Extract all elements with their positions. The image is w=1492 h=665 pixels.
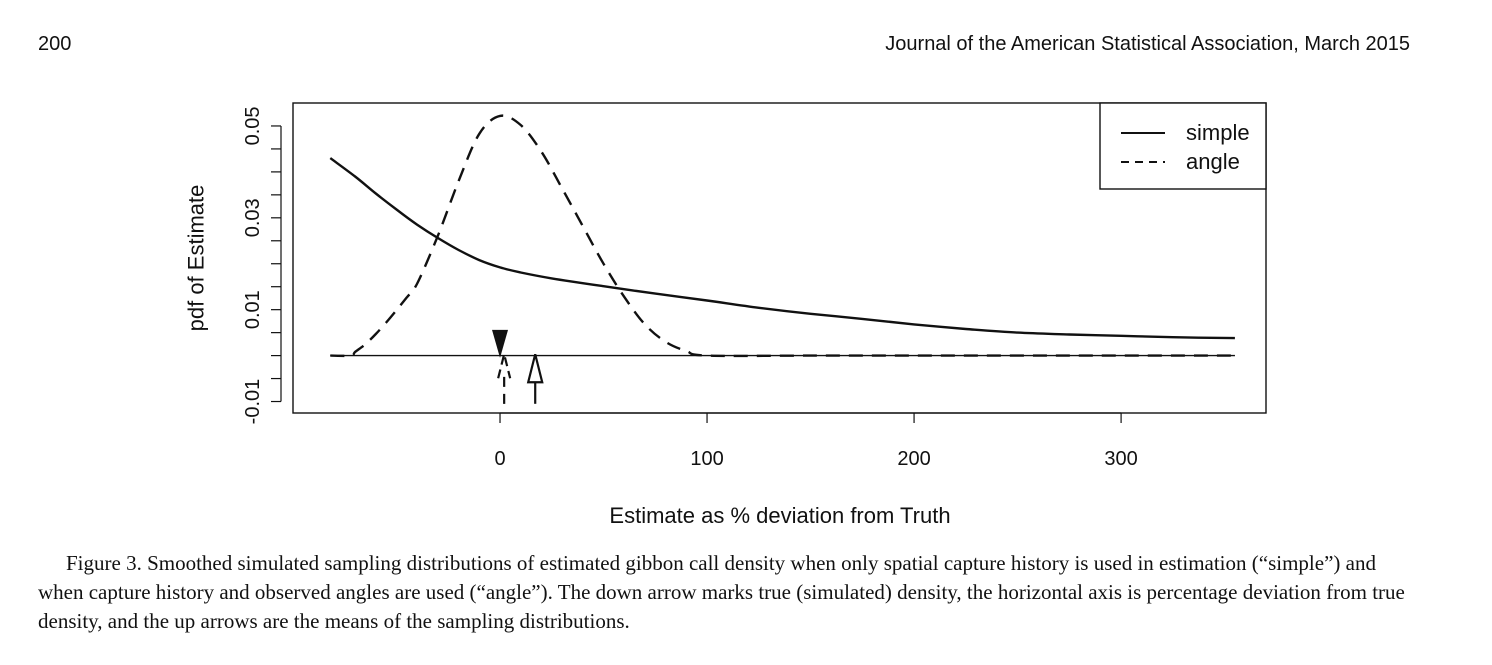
mean-arrow-simple-head	[526, 353, 544, 384]
mean-arrow-angle-head	[497, 353, 512, 379]
page-number: 200	[38, 33, 72, 55]
y-tick-label: -0.01	[242, 379, 264, 425]
y-tick-label: 0.01	[242, 290, 264, 329]
y-tick-label: 0.03	[242, 198, 264, 237]
caption-label: Figure 3.	[66, 551, 142, 575]
x-tick-label: 100	[690, 448, 723, 470]
true-density-arrow-head	[492, 329, 509, 358]
figure-caption: Figure 3. Smoothed simulated sampling di…	[38, 549, 1418, 636]
journal-header: Journal of the American Statistical Asso…	[885, 33, 1410, 55]
series-line-angle	[330, 114, 1235, 358]
legend-box	[1099, 102, 1267, 190]
x-tick-label: 0	[494, 448, 505, 470]
y-axis-label: pdf of Estimate	[184, 185, 209, 332]
caption-text: Smoothed simulated sampling distribution…	[38, 551, 1405, 633]
y-tick-label: 0.05	[242, 106, 264, 145]
x-axis-label: Estimate as % deviation from Truth	[609, 503, 950, 528]
legend-label-simple: simple	[1186, 120, 1250, 145]
x-tick-label: 200	[897, 448, 930, 470]
figure-3-chart: 0 100 200 300-0.010.010.030.05 simpleangle …	[184, 102, 1267, 528]
series-line-simple	[329, 157, 1235, 340]
legend-label-angle: angle	[1186, 149, 1240, 174]
x-tick-label: 300	[1104, 448, 1137, 470]
